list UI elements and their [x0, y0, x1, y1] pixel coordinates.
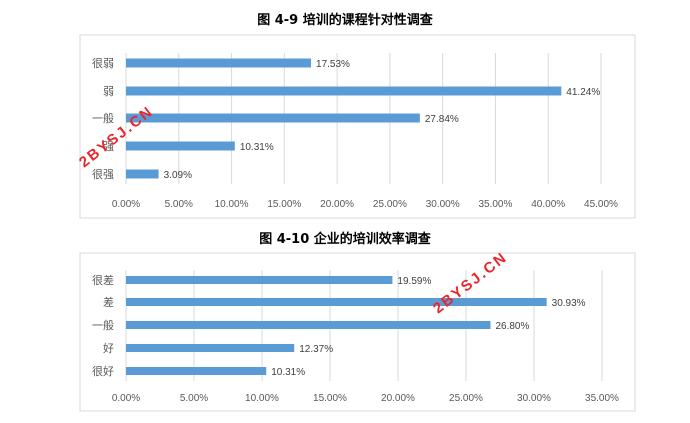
chart-2-tick-label: 25.00% — [449, 393, 483, 404]
watermark-2: 2BYSJ.CN — [430, 249, 511, 317]
chart-1-tick-label: 45.00% — [584, 199, 618, 210]
chart-2-tick-label: 0.00% — [112, 393, 140, 404]
chart-2-category-label: 差 — [103, 295, 114, 309]
chart-2-bar — [126, 367, 267, 375]
chart-2-data-label: 12.37% — [299, 344, 333, 355]
chart-1-data-label: 3.09% — [164, 170, 192, 181]
chart-2-tick-label: 5.00% — [180, 393, 208, 404]
chart-2-category-label: 很好 — [92, 364, 114, 378]
chart-2-tick-label: 35.00% — [585, 393, 619, 404]
chart-1-data-label: 27.84% — [425, 114, 459, 125]
chart-1-category-label: 一般 — [92, 112, 114, 125]
chart-1-tick-label: 10.00% — [215, 199, 249, 210]
chart-2-bar — [126, 344, 295, 352]
chart-2-frame — [79, 252, 636, 412]
chart-2-data-label: 26.80% — [495, 321, 529, 332]
chart-1-data-label: 17.53% — [316, 59, 350, 70]
chart-1-data-label: 41.24% — [566, 87, 600, 98]
chart-1-bar — [126, 58, 312, 68]
chart-1-title: 图 4-9 培训的课程针对性调查 — [257, 13, 433, 28]
chart-2-category-label: 好 — [103, 341, 114, 355]
chart-1-bar — [126, 141, 235, 151]
chart-2-title: 图 4-10 企业的培训效率调查 — [259, 232, 431, 247]
chart-2-bar — [126, 276, 393, 284]
chart-2-data-label: 30.93% — [552, 298, 586, 309]
watermark-1: 2BYSJ.CN — [76, 103, 157, 171]
chart-1-category-label: 弱 — [103, 85, 114, 98]
chart-1-frame — [79, 34, 636, 219]
chart-1-category-label: 很弱 — [92, 56, 114, 70]
chart-2-bar — [126, 298, 547, 306]
chart-2-data-label: 10.31% — [271, 367, 305, 378]
chart-1-tick-label: 5.00% — [165, 199, 193, 210]
chart-1-tick-label: 0.00% — [112, 199, 140, 210]
chart-1-category-label: 强 — [103, 140, 114, 153]
chart-2-category-label: 很差 — [92, 273, 114, 287]
chart-2-tick-label: 20.00% — [381, 393, 415, 404]
chart-1-tick-label: 20.00% — [320, 199, 354, 210]
chart-1-bar — [126, 113, 420, 123]
chart-1-tick-label: 15.00% — [267, 199, 301, 210]
chart-1-tick-label: 30.00% — [426, 199, 460, 210]
chart-2-category-label: 一般 — [92, 319, 114, 332]
chart-1-tick-label: 40.00% — [531, 199, 565, 210]
chart-2-tick-label: 30.00% — [517, 393, 551, 404]
chart-1-category-label: 很强 — [92, 167, 114, 181]
chart-1-bar — [126, 169, 159, 179]
chart-2-data-label: 19.59% — [397, 276, 431, 287]
chart-2-bar — [126, 321, 491, 329]
chart-1-data-label: 10.31% — [240, 142, 274, 153]
chart-1-bar — [126, 86, 562, 96]
chart-2-tick-label: 10.00% — [245, 393, 279, 404]
chart-1-tick-label: 25.00% — [373, 199, 407, 210]
chart-1-tick-label: 35.00% — [478, 199, 512, 210]
chart-2-tick-label: 15.00% — [313, 393, 347, 404]
